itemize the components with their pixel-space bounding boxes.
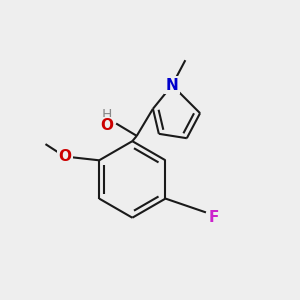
Text: H: H [101, 108, 112, 122]
Text: F: F [209, 210, 219, 225]
Text: O: O [58, 149, 71, 164]
Text: N: N [166, 78, 178, 93]
Text: O: O [100, 118, 113, 133]
